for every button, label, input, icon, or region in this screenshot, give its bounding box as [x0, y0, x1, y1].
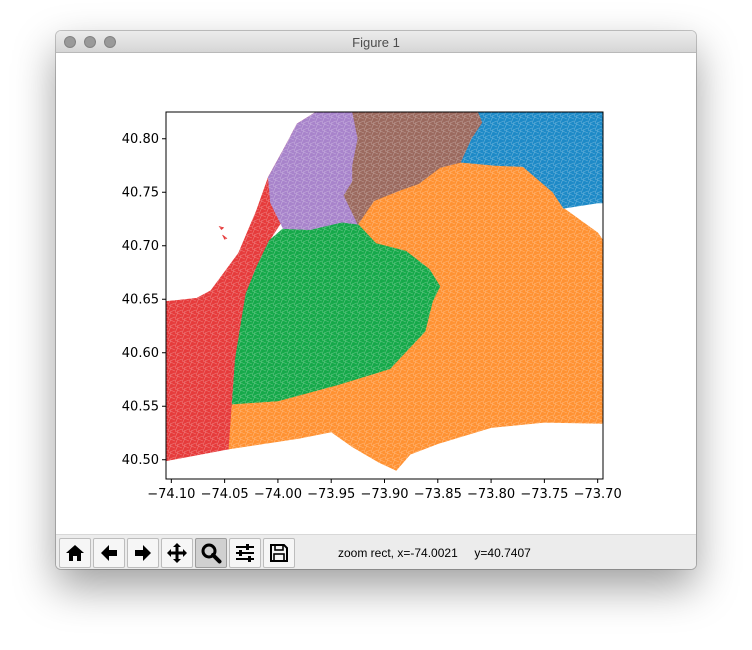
x-tick-label: −74.05	[201, 487, 249, 502]
figure-window: Figure 1 −74.10 −74.05 −74.00 −73.95 −73.90−…	[56, 31, 696, 569]
forward-button[interactable]	[127, 538, 159, 568]
move-icon	[167, 543, 187, 563]
y-tick-label: 40.50	[122, 453, 159, 468]
map-plot[interactable]: −74.10 −74.05 −74.00 −73.95 −73.90 −73.85 −73.…	[56, 53, 696, 534]
y-tick-label: 40.65	[122, 293, 159, 308]
x-tick-label: −73.90	[360, 487, 408, 502]
region-red-2	[222, 234, 228, 240]
figure-canvas[interactable]: −74.10 −74.05 −74.00 −73.95 −73.90 −73.85 −73.…	[56, 53, 696, 534]
title-bar[interactable]: Figure 1	[56, 31, 696, 53]
navigation-toolbar: zoom rect, x=-74.0021 y=40.7407	[56, 534, 696, 569]
sliders-icon	[236, 544, 254, 562]
axis-ticks: −74.10 −74.05 −74.00 −73.95 −73.90 −73.85 −73.…	[122, 132, 622, 502]
cursor-status: zoom rect, x=-74.0021 y=40.7407	[338, 546, 531, 560]
back-button[interactable]	[93, 538, 125, 568]
configure-subplots-button[interactable]	[229, 538, 261, 568]
x-tick-label: −73.95	[307, 487, 355, 502]
home-icon	[66, 545, 84, 561]
arrow-left-icon	[101, 545, 117, 561]
x-tick-label: −74.00	[254, 487, 302, 502]
zoom-window-button[interactable]	[104, 36, 116, 48]
region-red-3	[218, 226, 225, 231]
x-tick-label: −73.85	[414, 487, 462, 502]
window-title: Figure 1	[352, 35, 400, 50]
minimize-window-button[interactable]	[84, 36, 96, 48]
x-tick-label: −74.10	[147, 487, 195, 502]
arrow-right-icon	[135, 545, 151, 561]
y-tick-label: 40.55	[122, 400, 159, 415]
home-button[interactable]	[59, 538, 91, 568]
y-tick-label: 40.80	[122, 132, 159, 147]
district-regions	[166, 112, 603, 471]
status-mode: zoom rect,	[338, 546, 395, 560]
y-tick-label: 40.60	[122, 346, 159, 361]
y-tick-label: 40.70	[122, 239, 159, 254]
save-button[interactable]	[263, 538, 295, 568]
floppy-disk-icon	[270, 544, 288, 562]
close-window-button[interactable]	[64, 36, 76, 48]
status-x: x=-74.0021	[397, 546, 458, 560]
x-tick-label: −73.70	[574, 487, 622, 502]
status-y: y=40.7407	[474, 546, 531, 560]
region-purple-0	[267, 112, 359, 231]
x-tick-label: −73.80	[467, 487, 515, 502]
pan-button[interactable]	[161, 538, 193, 568]
x-tick-label: −73.75	[520, 487, 568, 502]
magnifier-icon	[201, 543, 222, 564]
zoom-button[interactable]	[195, 538, 227, 568]
y-tick-label: 40.75	[122, 186, 159, 201]
